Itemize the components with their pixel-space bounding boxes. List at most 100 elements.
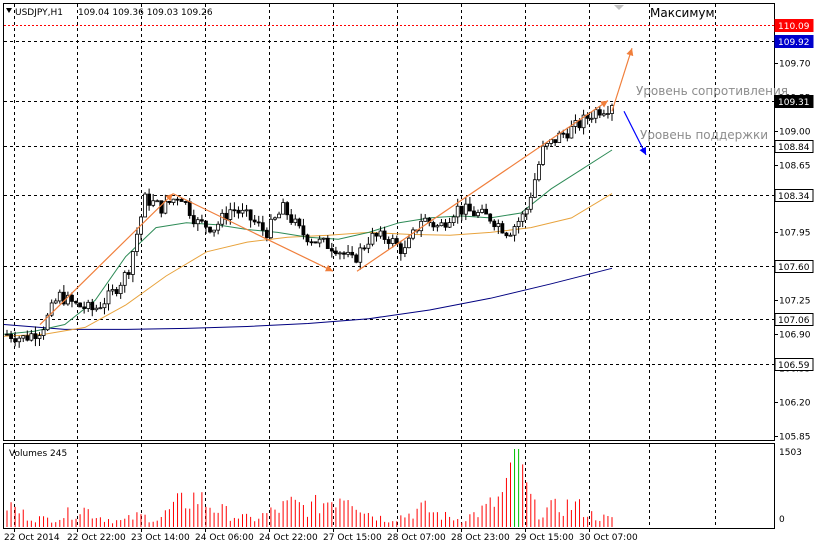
candle-body bbox=[488, 213, 493, 222]
candle-body bbox=[126, 272, 131, 275]
time-tick-label: 23 Oct 14:00 bbox=[131, 533, 190, 543]
candle-body bbox=[407, 237, 411, 249]
candle-body bbox=[313, 241, 318, 244]
candle-body bbox=[21, 335, 26, 339]
candle-body bbox=[350, 251, 355, 256]
candle-body bbox=[289, 214, 294, 223]
candle-body bbox=[577, 120, 582, 129]
price-tick-label: 107.95 bbox=[779, 229, 811, 239]
candle-body bbox=[305, 234, 310, 243]
price-tick-label: 106.20 bbox=[779, 399, 811, 409]
candle-body bbox=[61, 291, 66, 305]
candle-body bbox=[260, 222, 265, 231]
candle-body bbox=[472, 210, 476, 217]
candle-body bbox=[45, 314, 50, 331]
candle-body bbox=[183, 201, 188, 203]
candle-body bbox=[256, 221, 261, 224]
candle-body bbox=[195, 219, 200, 225]
dropdown-triangle-icon[interactable] bbox=[6, 8, 12, 13]
candle-body bbox=[236, 209, 241, 214]
candle-body bbox=[244, 209, 249, 212]
price-tick-label: 106.90 bbox=[779, 331, 811, 341]
candle-body bbox=[90, 301, 95, 311]
time-tick-label: 27 Oct 15:00 bbox=[323, 533, 382, 543]
time-axis[interactable]: 22 Oct 2014 22 Oct 22:00 23 Oct 14:00 24 Oc… bbox=[4, 528, 638, 543]
volume-bars bbox=[6, 449, 613, 527]
sma-long-line bbox=[3, 267, 613, 330]
shift-marker-icon[interactable] bbox=[614, 5, 624, 10]
candle-body bbox=[167, 200, 172, 203]
candle-body bbox=[325, 237, 330, 249]
candle-body bbox=[191, 215, 196, 225]
candle-body bbox=[17, 337, 22, 343]
price-level-badge bbox=[774, 95, 814, 108]
candle-body bbox=[374, 232, 379, 237]
candle-body bbox=[435, 225, 440, 228]
candle-body bbox=[593, 109, 598, 119]
candle-body bbox=[9, 333, 13, 339]
price-level-value: 109.31 bbox=[778, 98, 810, 108]
candle-body bbox=[480, 208, 484, 213]
trend-arrow bbox=[172, 193, 334, 272]
price-level-value: 107.06 bbox=[778, 316, 810, 326]
candle-body bbox=[269, 218, 273, 239]
candle-body bbox=[545, 143, 549, 147]
candle-body bbox=[163, 200, 168, 214]
candles bbox=[5, 103, 614, 348]
grid bbox=[14, 4, 716, 528]
trend-arrows[interactable] bbox=[39, 48, 647, 325]
price-axis[interactable]: 110.10109.70109.35109.00108.65108.30107.… bbox=[774, 19, 814, 443]
price-level-badge bbox=[774, 140, 814, 153]
candle-body bbox=[212, 229, 216, 233]
candle-body bbox=[155, 200, 160, 203]
volume-title: Volumes 245 bbox=[9, 449, 67, 459]
candle-body bbox=[463, 203, 468, 215]
support-label: Уровень поддержки bbox=[640, 128, 768, 142]
candle-body bbox=[143, 193, 147, 218]
candle-body bbox=[49, 302, 54, 316]
resistance-label: Уровень сопротивления bbox=[636, 84, 788, 98]
candle-body bbox=[492, 220, 497, 228]
price-level-value: 110.09 bbox=[778, 22, 810, 32]
price-level-value: 107.60 bbox=[778, 263, 810, 273]
candle-body bbox=[459, 205, 464, 215]
candle-body bbox=[500, 223, 505, 234]
resistance-arrow bbox=[611, 48, 634, 112]
candle-body bbox=[130, 251, 135, 275]
candle-body bbox=[151, 200, 156, 206]
candle-body bbox=[25, 335, 30, 341]
candle-body bbox=[524, 208, 529, 215]
time-tick-label: 30 Oct 07:00 bbox=[579, 533, 638, 543]
candle-body bbox=[321, 237, 326, 240]
candle-body bbox=[281, 202, 286, 215]
candle-body bbox=[403, 247, 407, 254]
price-level-badge bbox=[774, 19, 814, 32]
support-arrow bbox=[623, 110, 647, 156]
candle-body bbox=[147, 193, 152, 206]
candle-body bbox=[309, 241, 314, 244]
candle-body bbox=[53, 300, 58, 304]
candle-body bbox=[78, 302, 82, 308]
time-tick-label: 24 Oct 22:00 bbox=[259, 533, 318, 543]
candle-body bbox=[74, 300, 78, 304]
candle-body bbox=[82, 306, 87, 309]
candle-body bbox=[512, 226, 517, 236]
candle-body bbox=[57, 291, 62, 302]
candle-body bbox=[66, 294, 70, 305]
price-level-badge bbox=[774, 260, 814, 273]
candle-body bbox=[597, 109, 602, 116]
candle-body bbox=[41, 329, 46, 336]
candle-body bbox=[240, 209, 245, 214]
candle-body bbox=[439, 222, 444, 227]
candle-body bbox=[443, 222, 448, 228]
candle-body bbox=[94, 307, 99, 311]
candle-body bbox=[171, 198, 176, 203]
candle-body bbox=[581, 114, 586, 129]
volume-panel-frame bbox=[3, 443, 775, 529]
ohlc-readout: 109.04 109.36 109.03 109.26 bbox=[78, 8, 213, 18]
candle-body bbox=[86, 301, 91, 309]
candle-body bbox=[532, 179, 537, 198]
candle-body bbox=[199, 219, 204, 222]
candle-body bbox=[455, 205, 460, 218]
